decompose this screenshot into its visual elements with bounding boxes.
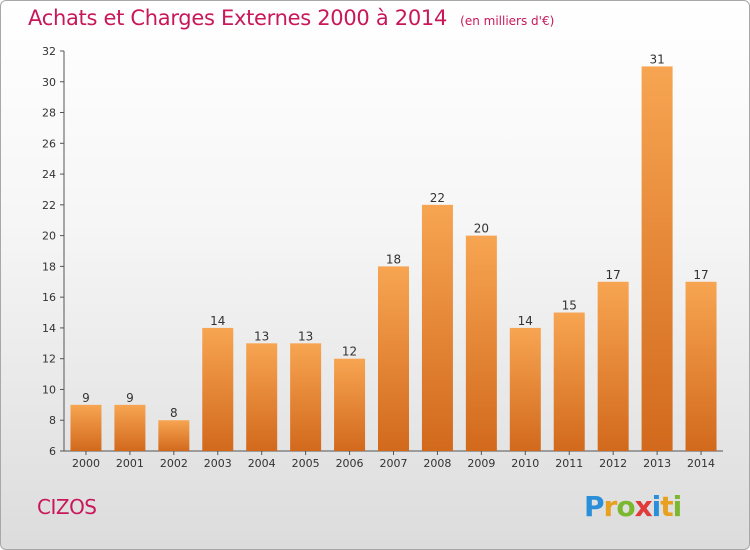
y-tick-label: 10: [42, 383, 56, 396]
bar: [378, 266, 409, 451]
bar: [202, 327, 234, 451]
x-tick-label: 2014: [687, 457, 715, 470]
x-tick-label: 2009: [467, 457, 495, 470]
bar-value-label: 14: [210, 314, 225, 328]
bar-value-label: 17: [693, 268, 708, 282]
y-tick-label: 28: [42, 107, 56, 120]
axes: 6 8 10 12 14 16 18 20 22 24 26 28 30 32 2000 2001 2002 20…: [42, 45, 723, 470]
x-tick-label: 2013: [643, 457, 671, 470]
bar: [70, 404, 102, 451]
y-tick-label: 18: [42, 260, 56, 273]
bar-value-label: 12: [342, 345, 357, 359]
bar: [114, 404, 146, 451]
y-tick-label: 12: [42, 353, 56, 366]
y-tick-label: 8: [49, 414, 56, 427]
bar-value-label: 8: [170, 406, 178, 420]
y-tick-label: 26: [42, 137, 56, 150]
y-tick-label: 30: [42, 76, 56, 89]
x-tick-label: 2003: [204, 457, 232, 470]
bar-value-label: 9: [126, 391, 134, 405]
bar-value-label: 13: [298, 329, 313, 343]
bar: [553, 312, 585, 451]
x-tick-label: 2011: [555, 457, 583, 470]
bar: [246, 343, 278, 451]
bar: [685, 281, 717, 451]
bar-value-label: 17: [606, 268, 621, 282]
y-tick-label: 24: [42, 168, 56, 181]
bar-value-label: 9: [82, 391, 90, 405]
chart-title: Achats et Charges Externes 2000 à 2014: [28, 6, 448, 30]
x-tick-label: 2010: [511, 457, 539, 470]
logo-letter: t: [660, 490, 673, 523]
x-tick-label: 2002: [160, 457, 188, 470]
bar-value-label: 20: [474, 222, 489, 236]
bar: [290, 343, 322, 451]
commune-name: CIZOS: [37, 495, 97, 519]
bar: [597, 281, 629, 451]
title-row: Achats et Charges Externes 2000 à 2014 (…: [28, 6, 554, 30]
logo-letter: i: [672, 490, 683, 523]
bar: [334, 358, 366, 451]
bar-value-label: 15: [562, 299, 577, 313]
x-tick-label: 2000: [72, 457, 100, 470]
bar: [421, 204, 453, 451]
logo-letter: r: [603, 490, 618, 523]
chart-subtitle: (en milliers d'€): [460, 14, 555, 28]
logo-letter: o: [616, 490, 635, 523]
bar: [641, 66, 673, 451]
logo-letter: x: [634, 490, 653, 523]
bar-value-label: 14: [518, 314, 533, 328]
bar-value-label: 31: [649, 52, 664, 66]
bar-value-label: 18: [386, 252, 401, 266]
proxiti-logo: Proxiti: [584, 490, 683, 523]
bar-value-label: 22: [430, 191, 445, 205]
x-tick-label: 2005: [292, 457, 320, 470]
y-tick-label: 6: [49, 445, 56, 458]
x-tick-label: 2008: [423, 457, 451, 470]
x-tick-label: 2006: [336, 457, 364, 470]
y-tick-label: 14: [42, 322, 56, 335]
bar: [509, 327, 541, 451]
y-tick-label: 22: [42, 199, 56, 212]
logo-letter: i: [651, 490, 662, 523]
x-tick-label: 2001: [116, 457, 144, 470]
logo-letter: P: [584, 490, 605, 523]
x-tick-label: 2007: [380, 457, 408, 470]
bar: [158, 420, 190, 451]
bars: 9 9 8 14 13 13 12 18 22 20 14 15 17 31 17: [70, 52, 717, 451]
x-tick-label: 2012: [599, 457, 627, 470]
y-tick-label: 20: [42, 230, 56, 243]
bar: [465, 235, 497, 451]
y-tick-label: 32: [42, 45, 56, 58]
x-tick-label: 2004: [248, 457, 276, 470]
y-tick-label: 16: [42, 291, 56, 304]
bar-value-label: 13: [254, 329, 269, 343]
